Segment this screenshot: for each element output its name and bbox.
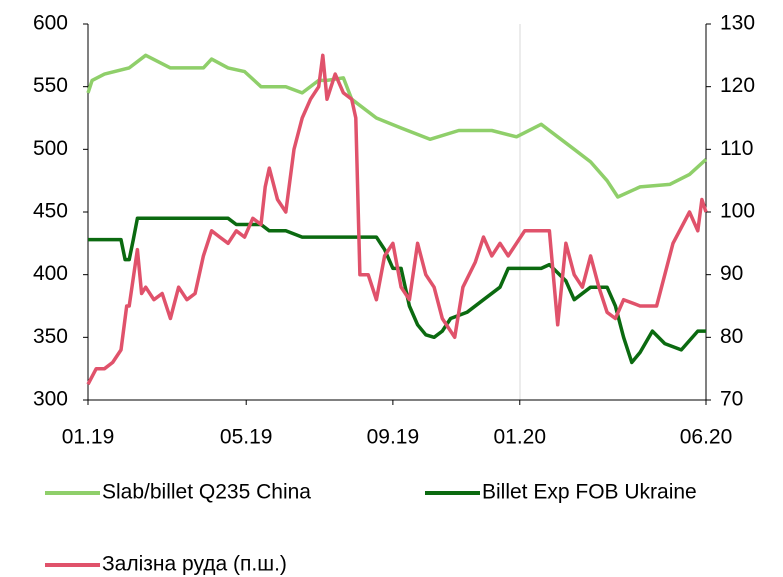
- y-tick-label: 300: [33, 388, 68, 411]
- y2-tick-label: 130: [720, 12, 755, 35]
- legend-label: Залізна руда (п.ш.): [102, 553, 287, 576]
- y-tick-label: 450: [33, 200, 68, 223]
- y2-tick-label: 110: [720, 137, 753, 160]
- series-line: [88, 216, 706, 365]
- x-tick-label: 01.20: [493, 426, 546, 449]
- x-tick-label: 09.19: [367, 426, 420, 449]
- x-tick-label: 06.20: [680, 426, 733, 449]
- y-tick-label: 500: [33, 137, 68, 160]
- y2-tick-label: 100: [720, 200, 755, 223]
- y2-tick-label: 70: [720, 388, 743, 411]
- series-line: [86, 53, 708, 386]
- y-tick-label: 400: [33, 262, 68, 285]
- legend-label: Slab/billet Q235 China: [102, 481, 311, 504]
- y2-tick-label: 90: [720, 262, 743, 285]
- y-tick-label: 600: [33, 12, 68, 35]
- series-line: [86, 53, 708, 199]
- y-tick-label: 350: [33, 325, 68, 348]
- legend-label: Billet Exp FOB Ukraine: [482, 481, 697, 504]
- y2-tick-label: 120: [720, 74, 755, 97]
- y2-tick-label: 80: [720, 325, 743, 348]
- x-tick-label: 01.19: [62, 426, 115, 449]
- y-tick-label: 550: [33, 74, 68, 97]
- x-tick-label: 05.19: [220, 426, 273, 449]
